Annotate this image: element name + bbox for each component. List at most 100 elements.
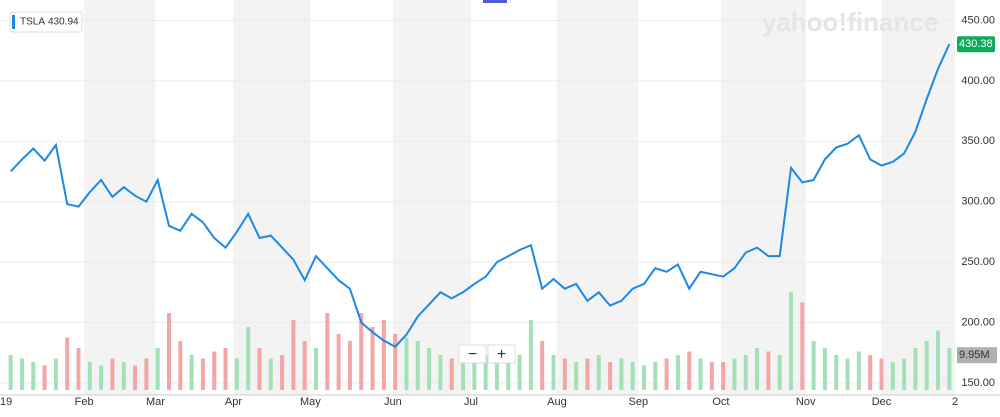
volume-bar [87, 362, 92, 390]
volume-bar [212, 351, 217, 390]
x-tick-label: Nov [796, 396, 816, 408]
volume-bar [99, 365, 104, 390]
volume-bar [596, 355, 601, 390]
last-price-bg [957, 36, 995, 53]
volume-bar [166, 313, 171, 390]
month-band [556, 0, 639, 395]
volume-bar [868, 355, 873, 390]
volume-bar [551, 355, 556, 390]
volume-bar [223, 348, 228, 390]
volume-bar [913, 348, 918, 390]
volume-bar [347, 341, 352, 390]
price-line [9, 43, 951, 348]
volume-bar [822, 348, 827, 390]
volume-bar [641, 365, 646, 390]
volume-tag: 9.95M [959, 349, 990, 361]
volume-bar [370, 327, 375, 390]
volume-bar [133, 365, 138, 390]
volume-bar [800, 302, 805, 390]
volume-bar [709, 362, 714, 390]
x-tick-label: Jun [384, 396, 402, 408]
volume-bar [777, 355, 782, 390]
volume-bar [53, 358, 58, 390]
volume-bar [234, 358, 239, 390]
volume-bar [608, 362, 613, 390]
y-tick-label: 450.00 [961, 14, 995, 26]
volume-bar [845, 358, 850, 390]
volume-bar [302, 341, 307, 390]
volume-bar [664, 358, 669, 390]
x-tick-label: Sep [629, 396, 649, 408]
volume-bar [257, 348, 262, 390]
legend-name: TSLA [20, 17, 45, 28]
volume-bar [698, 358, 703, 390]
x-tick-label: 2 [952, 396, 958, 408]
month-band [881, 0, 955, 395]
volume-bar [540, 341, 545, 390]
volume-bar [879, 358, 884, 390]
legend-swatch [12, 15, 15, 29]
volume-bar [585, 358, 590, 390]
x-tick-label: Mar [146, 396, 165, 408]
volume-bar [494, 348, 499, 390]
volume-bar [404, 337, 409, 390]
volume-bar [755, 348, 760, 390]
volume-bar [528, 320, 533, 390]
volume-tag-bg [957, 347, 997, 364]
x-tick-label: Jul [464, 396, 478, 408]
volume-bar [268, 358, 273, 390]
volume-bar [449, 358, 454, 390]
volume-bar [517, 355, 522, 390]
volume-bar [280, 355, 285, 390]
volume-bar [732, 358, 737, 390]
volume-bar [325, 313, 330, 390]
volume-bar [65, 337, 70, 390]
month-band [233, 0, 311, 395]
scroll-indicator [483, 0, 507, 3]
zoom-button-bg[interactable] [487, 344, 516, 364]
zoom-button[interactable]: + [497, 346, 506, 363]
volume-bar [924, 341, 929, 390]
y-tick-label: 400.00 [961, 75, 995, 87]
volume-bar [381, 320, 386, 390]
y-tick-label: 350.00 [961, 135, 995, 147]
volume-bar [461, 362, 466, 390]
x-tick-label: Dec [872, 396, 892, 408]
volume-bar [246, 327, 251, 390]
volume-bar [856, 351, 861, 390]
volume-bar [687, 351, 692, 390]
x-tick-label: Oct [712, 396, 729, 408]
x-tick-label: Aug [547, 396, 567, 408]
volume-bar [314, 348, 319, 390]
volume-bar [483, 355, 488, 390]
volume-bar [427, 348, 432, 390]
volume-bar [766, 351, 771, 390]
month-band [392, 0, 471, 395]
volume-bar [76, 348, 81, 390]
legend-value: 430.94 [48, 17, 79, 28]
volume-bar [721, 362, 726, 390]
zoom-button-bg[interactable] [458, 344, 487, 364]
zoom-button[interactable]: − [468, 346, 477, 363]
volume-bar [902, 358, 907, 390]
volume-bar [8, 355, 13, 390]
volume-bar [121, 362, 126, 390]
volume-bar [789, 292, 794, 390]
volume-bar [506, 351, 511, 390]
volume-bar [31, 362, 36, 390]
x-tick-label: May [300, 396, 321, 408]
volume-bar [936, 330, 941, 390]
volume-bar [144, 358, 149, 390]
volume-bar [359, 313, 364, 390]
volume-bar [155, 348, 160, 390]
volume-bar [675, 355, 680, 390]
y-tick-label: 150.00 [961, 377, 995, 389]
last-price-label: 430.38 [959, 38, 993, 50]
volume-bar [42, 365, 47, 390]
y-tick-label: 200.00 [961, 316, 995, 328]
y-tick-label: 250.00 [961, 256, 995, 268]
volume-bar [291, 320, 296, 390]
volume-bar [189, 355, 194, 390]
volume-bar [110, 358, 115, 390]
